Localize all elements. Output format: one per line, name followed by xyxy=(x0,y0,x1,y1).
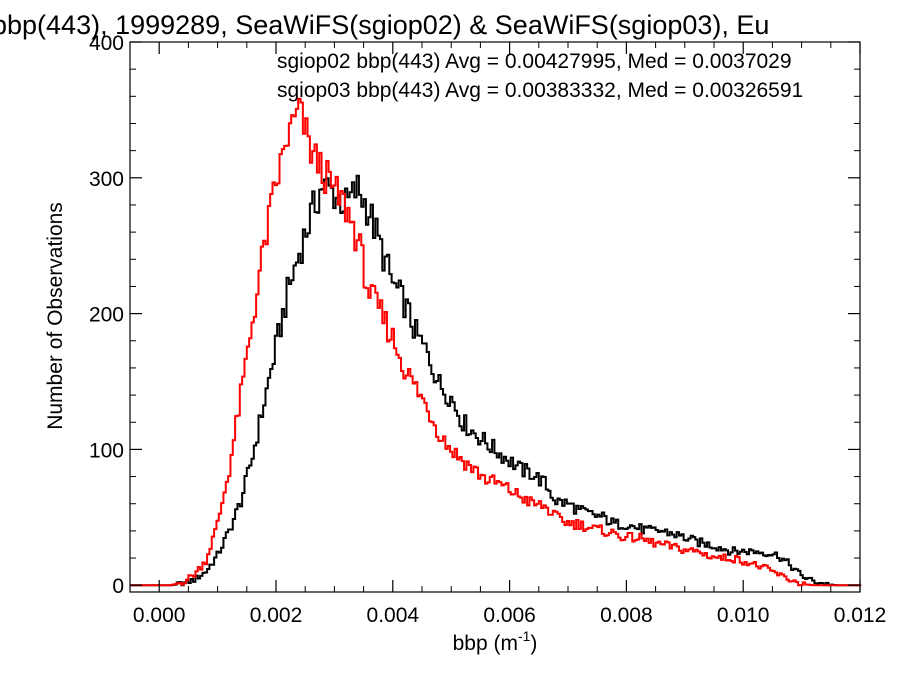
x-tick-label: 0.002 xyxy=(250,604,303,627)
y-tick-label: 300 xyxy=(89,168,124,191)
series-line-1 xyxy=(130,97,862,587)
series-layer xyxy=(130,97,862,587)
x-tick-label: 0.012 xyxy=(834,604,887,627)
y-tick-label: 400 xyxy=(89,32,124,55)
series-line-0 xyxy=(130,174,862,587)
x-axis-label-sup: -1 xyxy=(518,628,531,644)
ticks-layer: 0.000 0.002 0.004 0.006 0.008 0.010 0.012 0 100 2… xyxy=(89,32,886,627)
x-axis-label-tail: ) xyxy=(530,632,537,655)
x-axis-label-main: bbp (m xyxy=(453,632,518,655)
plot-frame xyxy=(129,41,861,593)
y-tick-label: 0 xyxy=(112,575,124,598)
x-axis-label: bbp (m-1) xyxy=(453,628,538,655)
x-tick-label: 0.004 xyxy=(367,604,420,627)
x-tick-label: 0.000 xyxy=(133,604,186,627)
x-tick-label: 0.010 xyxy=(717,604,770,627)
x-tick-label: 0.008 xyxy=(600,604,653,627)
y-axis-label: Number of Observations xyxy=(44,202,67,430)
legend-sgiop02-stats: sgiop02 bbp(443) Avg = 0.00427995, Med =… xyxy=(277,50,792,73)
y-tick-label: 100 xyxy=(89,439,124,462)
x-tick-label: 0.006 xyxy=(483,604,536,627)
y-tick-label: 200 xyxy=(89,304,124,327)
legend-sgiop03-stats: sgiop03 bbp(443) Avg = 0.00383332, Med =… xyxy=(277,79,803,102)
chart-title: bbp(443), 1999289, SeaWiFS(sgiop02) & Se… xyxy=(0,10,769,40)
